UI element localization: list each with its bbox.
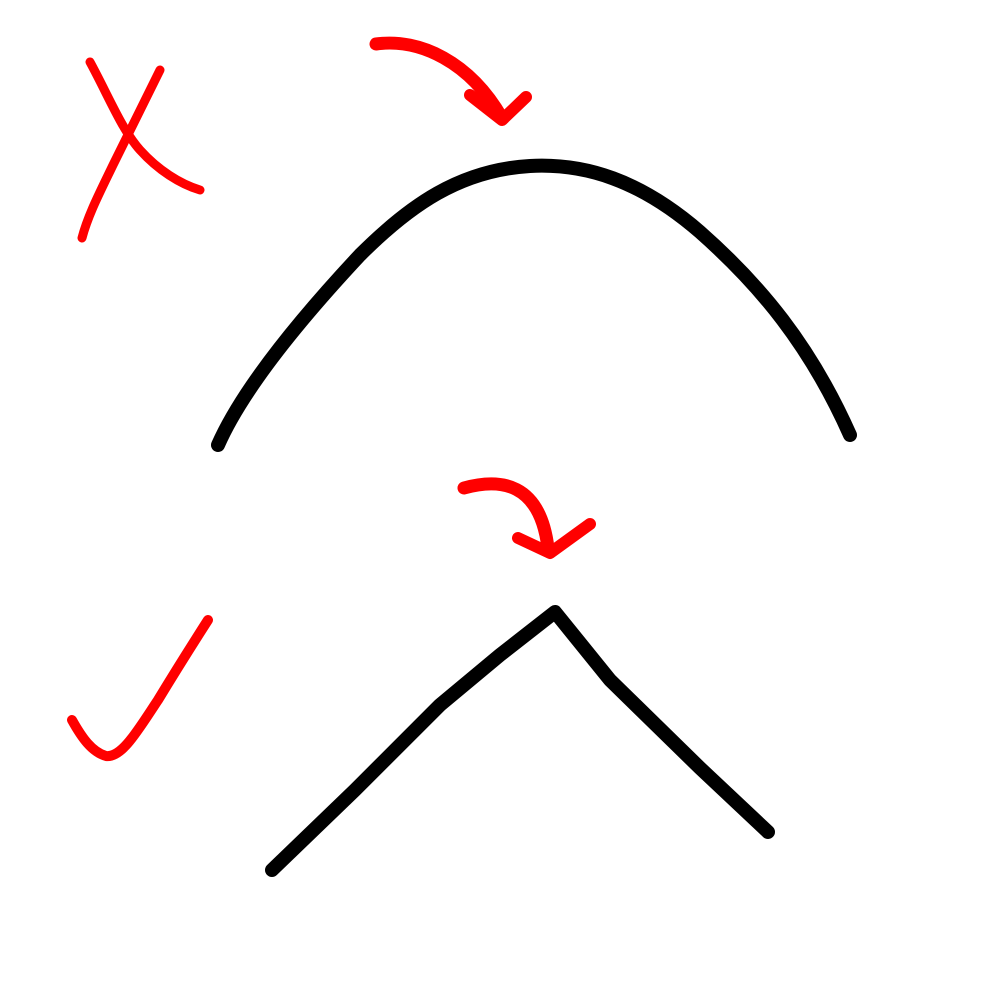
curved-arrow-icon	[369, 36, 532, 126]
sharp-peak	[265, 605, 775, 877]
check-mark-icon	[67, 615, 213, 761]
correct-example	[67, 477, 775, 877]
cross-mark-icon	[77, 57, 205, 243]
rounded-curve	[211, 158, 857, 452]
incorrect-example	[77, 36, 857, 452]
curved-arrow-icon	[457, 477, 596, 559]
